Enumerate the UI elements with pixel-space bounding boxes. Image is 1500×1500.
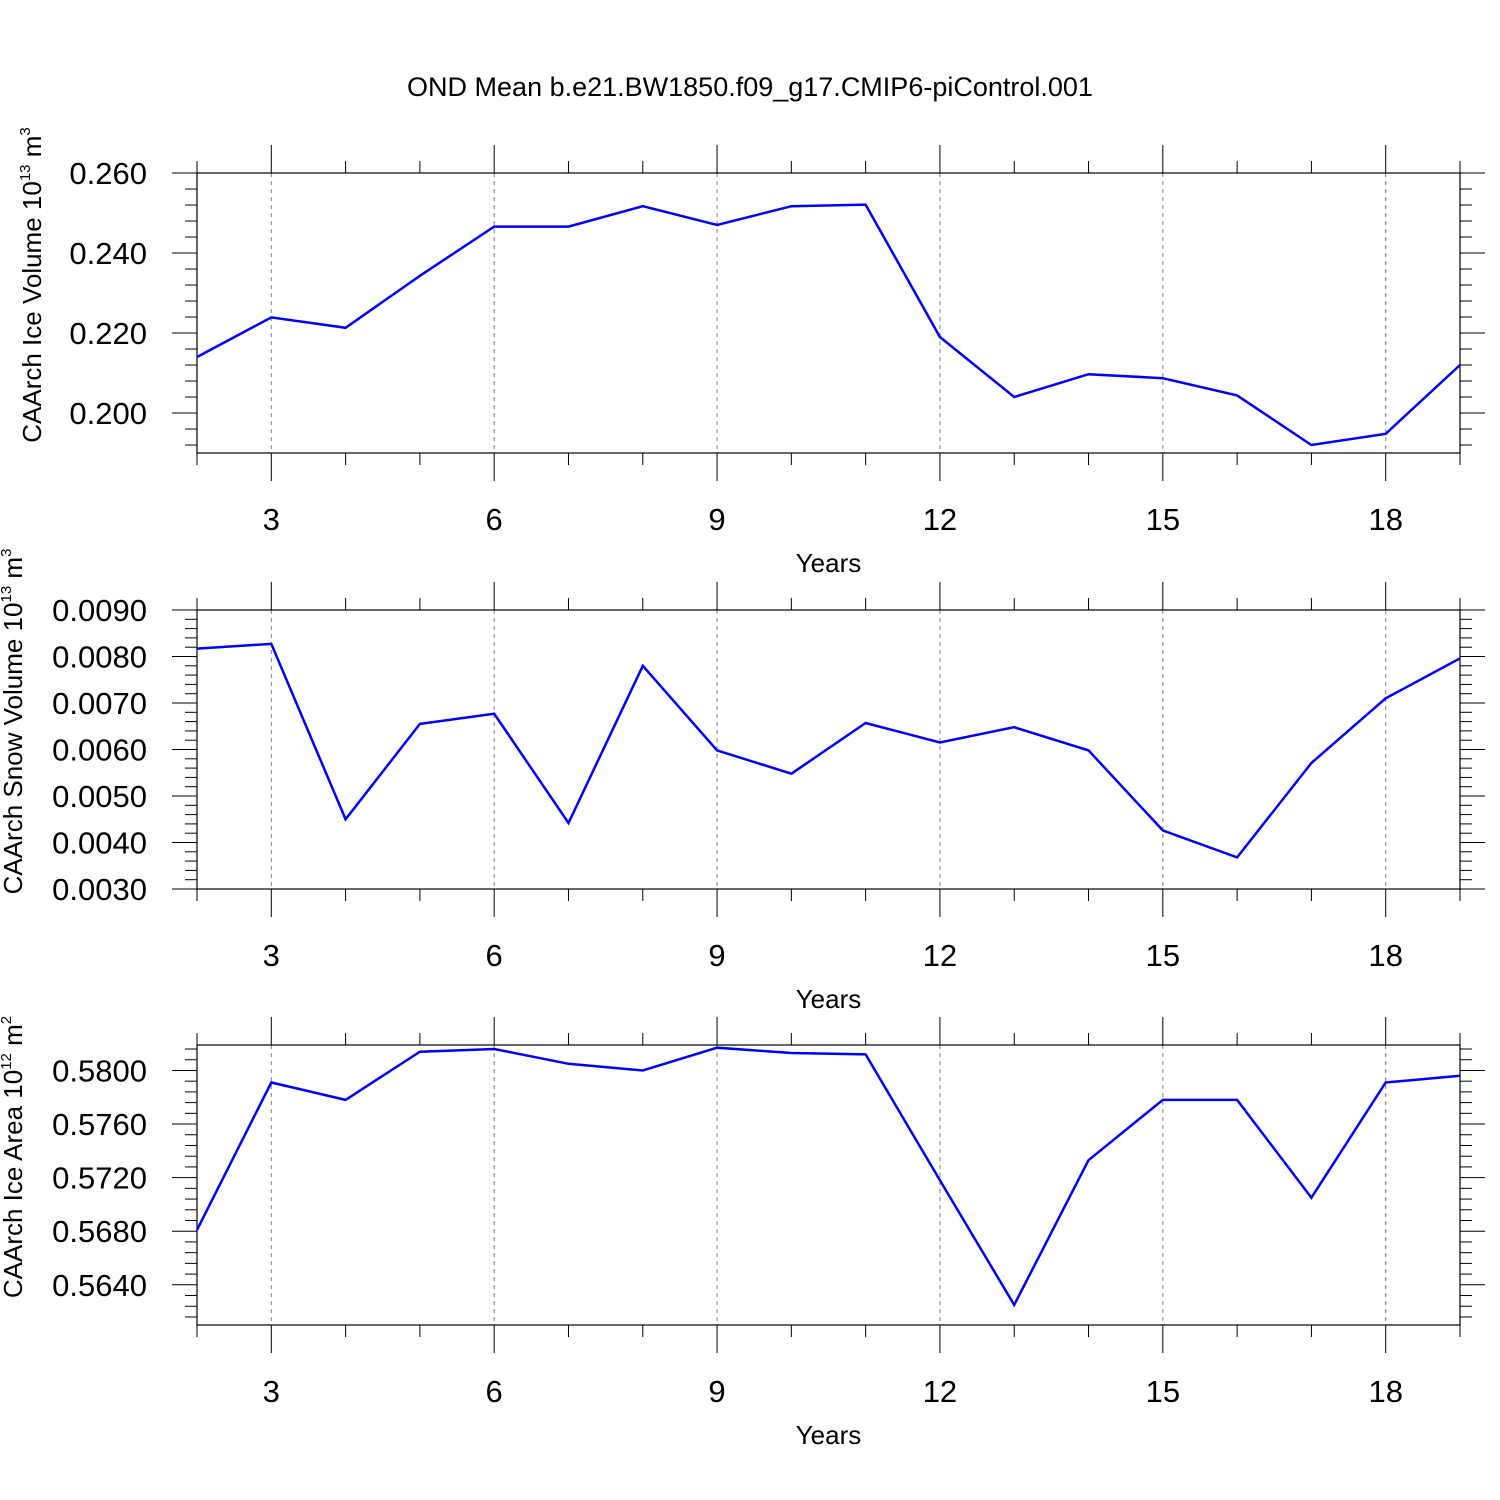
y-tick-label: 0.220 [69,316,147,351]
y-tick-label: 0.0090 [52,593,147,628]
y-tick-label: 0.260 [69,156,147,191]
y-tick-label: 0.5640 [52,1268,147,1303]
x-tick-label: 9 [708,938,725,973]
x-axis-title: Years [796,548,862,578]
y-axis-title-unit-exponent: 3 [0,549,15,557]
y-axis-title-exponent: 13 [0,586,15,603]
x-tick-label: 15 [1146,938,1180,973]
x-tick-label: 6 [486,502,503,537]
y-tick-label: 0.0070 [52,686,147,721]
y-axis-title-text: CAArch Ice Volume 10 [17,181,47,443]
y-axis-title-unit: m [0,1024,28,1053]
y-axis-title-exponent: 13 [17,164,34,181]
y-axis-title: CAArch Snow Volume 1013 m3 [0,549,28,895]
y-tick-label: 0.0040 [52,826,147,861]
y-axis-title-text: CAArch Snow Volume 10 [0,602,28,894]
y-axis-title-unit: m [0,557,28,586]
y-tick-label: 0.200 [69,396,147,431]
y-axis-title-unit-exponent: 2 [0,1016,15,1024]
y-tick-label: 0.0080 [52,640,147,675]
x-tick-label: 18 [1368,502,1402,537]
y-tick-label: 0.240 [69,236,147,271]
x-axis-title: Years [796,984,862,1014]
y-axis-title-exponent: 12 [0,1053,15,1070]
x-tick-label: 15 [1146,1374,1180,1409]
y-axis-title-unit: m [17,136,47,165]
x-tick-label: 15 [1146,502,1180,537]
y-tick-label: 0.5720 [52,1161,147,1196]
y-tick-label: 0.5760 [52,1107,147,1142]
y-tick-label: 0.5680 [52,1214,147,1249]
y-tick-label: 0.0050 [52,779,147,814]
y-tick-label: 0.5800 [52,1053,147,1088]
plot-frame [196,172,1461,454]
x-tick-label: 9 [708,502,725,537]
x-tick-label: 12 [923,938,957,973]
series-line [196,203,1461,447]
panel-2: 3 6 9 12 15 18 0.0030 0.0040 0.0050 0.0060 0.0070 0… [0,549,1485,1014]
x-tick-label: 12 [923,502,957,537]
y-tick-label: 0.0030 [52,872,147,907]
x-axis-title: Years [796,1420,862,1450]
series-line [195,1046,1461,1308]
x-tick-label: 12 [923,1374,957,1409]
chart-title: OND Mean b.e21.BW1850.f09_g17.CMIP6-piCo… [407,72,1093,102]
y-axis-title: CAArch Ice Area 1012 m2 [0,1016,28,1298]
y-axis-title: CAArch Ice Volume 1013 m3 [17,127,47,443]
x-tick-label: 3 [263,1374,280,1409]
panel-1: 3 6 9 12 15 18 0.200 0.220 0.240 0.260 Years CAArch… [17,127,1485,578]
x-tick-label: 3 [263,502,280,537]
x-tick-label: 3 [263,938,280,973]
x-tick-label: 18 [1368,938,1402,973]
y-axis-title-unit-exponent: 3 [17,127,34,135]
y-axis-title-text: CAArch Ice Area 10 [0,1070,28,1298]
x-tick-label: 6 [486,938,503,973]
x-tick-label: 18 [1368,1374,1402,1409]
series-line [196,642,1461,859]
y-tick-label: 0.0060 [52,733,147,768]
x-tick-label: 9 [708,1374,725,1409]
x-tick-label: 6 [486,1374,503,1409]
panel-3: 3 6 9 12 15 18 0.5640 0.5680 0.5720 0.5760 0.5800 Y… [0,1016,1485,1450]
plot-frame [196,1044,1461,1326]
